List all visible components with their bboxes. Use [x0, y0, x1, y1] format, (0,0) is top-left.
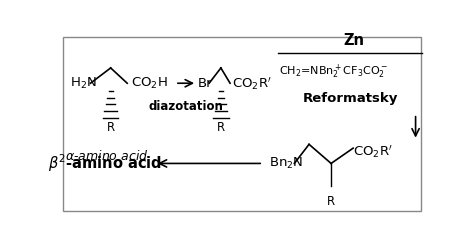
FancyBboxPatch shape — [63, 37, 421, 211]
Text: R: R — [327, 195, 335, 208]
Text: $\beta^2$-amino acid: $\beta^2$-amino acid — [48, 153, 162, 174]
Text: CO$_2$R$^\prime$: CO$_2$R$^\prime$ — [353, 144, 393, 160]
Text: CH$_2$=NBn$_2^+$CF$_3$CO$_2^-$: CH$_2$=NBn$_2^+$CF$_3$CO$_2^-$ — [279, 63, 388, 81]
Text: $\dot{\mathsf{R}}$: $\dot{\mathsf{R}}$ — [216, 119, 226, 135]
Text: CO$_2$H: CO$_2$H — [131, 76, 168, 91]
Text: $\alpha$-amino acid: $\alpha$-amino acid — [65, 149, 149, 163]
Text: CO$_2$R$^\prime$: CO$_2$R$^\prime$ — [232, 75, 272, 92]
Text: Reformatsky: Reformatsky — [302, 92, 398, 105]
Text: $\dot{\mathsf{R}}$: $\dot{\mathsf{R}}$ — [106, 119, 116, 135]
Text: diazotation: diazotation — [148, 100, 223, 113]
Text: Zn: Zn — [343, 33, 364, 48]
Text: H$_2$N: H$_2$N — [70, 76, 97, 91]
Text: Br: Br — [198, 77, 213, 90]
Text: Bn$_2$N: Bn$_2$N — [269, 156, 303, 171]
